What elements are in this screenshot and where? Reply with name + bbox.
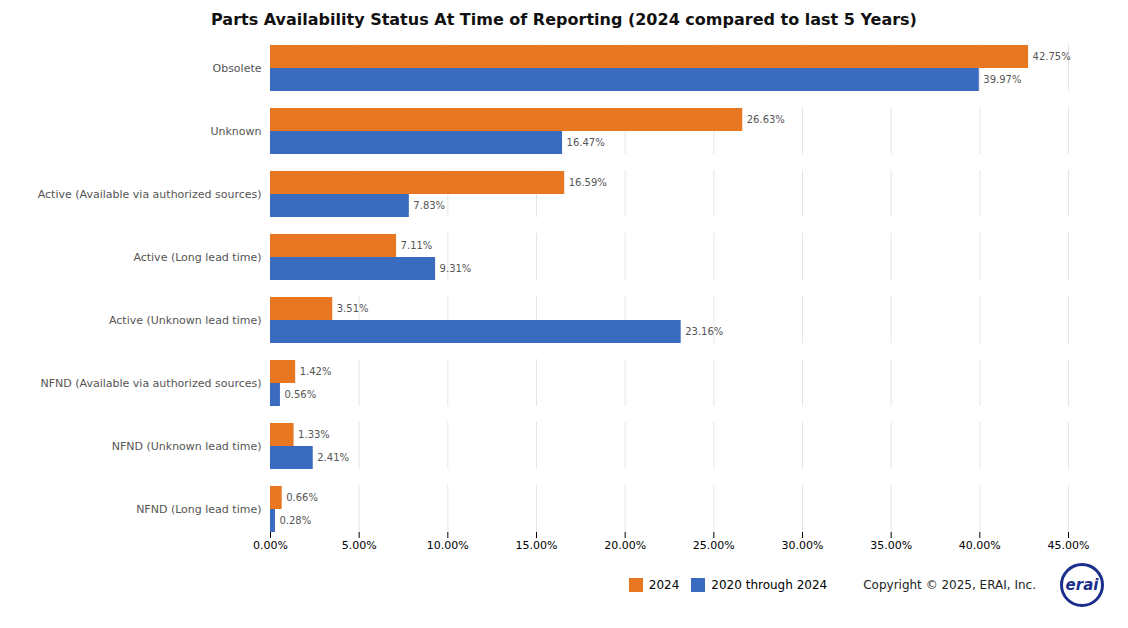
svg-text:5.00%: 5.00% <box>342 539 377 552</box>
svg-text:2.41%: 2.41% <box>317 452 349 463</box>
svg-text:35.00%: 35.00% <box>870 539 912 552</box>
html-text:Copyright © 2025, ERAI, Inc.: Copyright © 2025, ERAI, Inc. <box>863 578 1036 592</box>
svg-text:NFND (Long lead time): NFND (Long lead time) <box>136 503 261 516</box>
svg-text:39.97%: 39.97% <box>983 74 1021 85</box>
html-text:erai: erai <box>1065 576 1099 594</box>
svg-text:NFND (Available via authorized: NFND (Available via authorized sources) <box>40 377 261 390</box>
svg-text:Active (Available via authoriz: Active (Available via authorized sources… <box>38 188 262 201</box>
svg-text:Obsolete: Obsolete <box>212 62 261 75</box>
svg-text:9.31%: 9.31% <box>440 263 472 274</box>
svg-text:7.11%: 7.11% <box>401 240 433 251</box>
svg-text:Active (Long lead time): Active (Long lead time) <box>133 251 261 264</box>
html-text:Parts Availability Status At T: Parts Availability Status At Time of Rep… <box>211 10 917 29</box>
svg-text:16.59%: 16.59% <box>569 177 607 188</box>
svg-text:0.00%: 0.00% <box>253 539 288 552</box>
svg-text:26.63%: 26.63% <box>747 114 785 125</box>
svg-text:1.33%: 1.33% <box>298 429 330 440</box>
svg-text:42.75%: 42.75% <box>1033 51 1071 62</box>
html-text:2020 through 2024: 2020 through 2024 <box>711 578 828 592</box>
svg-text:15.00%: 15.00% <box>516 539 558 552</box>
html-text:2024: 2024 <box>648 578 680 592</box>
svg-text:45.00%: 45.00% <box>1048 539 1090 552</box>
svg-text:Unknown: Unknown <box>210 125 261 138</box>
svg-text:0.66%: 0.66% <box>286 492 318 503</box>
svg-text:23.16%: 23.16% <box>685 326 723 337</box>
svg-text:16.47%: 16.47% <box>567 137 605 148</box>
svg-text:30.00%: 30.00% <box>782 539 824 552</box>
svg-text:40.00%: 40.00% <box>959 539 1001 552</box>
svg-text:20.00%: 20.00% <box>604 539 646 552</box>
svg-text:Active (Unknown lead time): Active (Unknown lead time) <box>109 314 262 327</box>
svg-text:0.28%: 0.28% <box>279 515 311 526</box>
svg-text:1.42%: 1.42% <box>300 366 332 377</box>
svg-text:25.00%: 25.00% <box>693 539 735 552</box>
svg-text:NFND (Unknown lead time): NFND (Unknown lead time) <box>112 440 262 453</box>
svg-text:0.56%: 0.56% <box>284 389 316 400</box>
svg-text:7.83%: 7.83% <box>413 200 445 211</box>
svg-text:3.51%: 3.51% <box>337 303 369 314</box>
svg-text:10.00%: 10.00% <box>427 539 469 552</box>
